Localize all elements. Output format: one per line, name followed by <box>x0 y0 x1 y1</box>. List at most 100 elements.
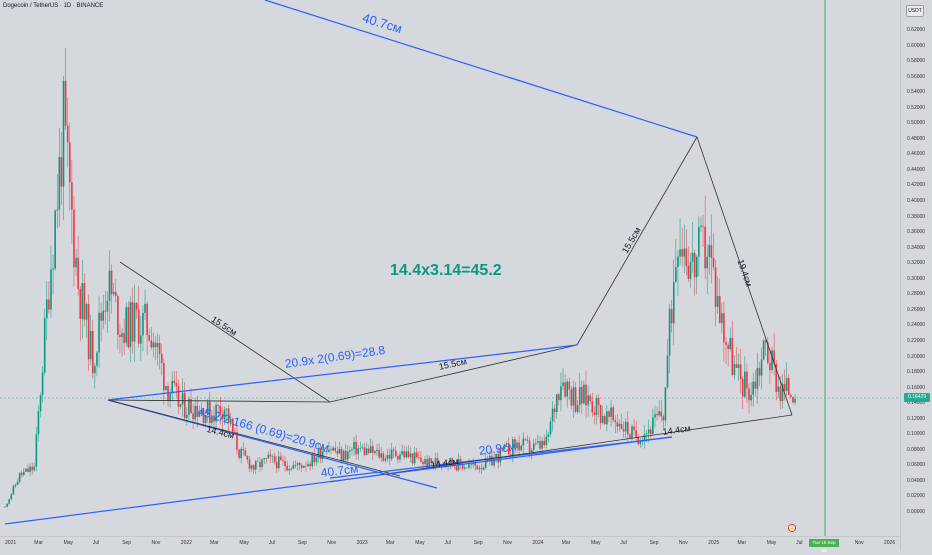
candle-body <box>225 408 228 410</box>
candle-body <box>16 482 19 485</box>
candle-body <box>468 464 470 468</box>
candle-body <box>236 432 238 450</box>
candle-body <box>66 125 69 143</box>
candle-body <box>68 142 71 183</box>
candle-body <box>323 451 326 453</box>
blue-upper-line[interactable] <box>107 344 578 401</box>
candle-body <box>438 463 441 465</box>
candle-body <box>395 450 397 457</box>
candle-body <box>532 443 535 451</box>
candle-body <box>522 438 525 446</box>
candle-body <box>54 210 56 269</box>
candle-body <box>64 80 67 126</box>
candle-body <box>595 398 598 415</box>
candle-body <box>234 431 236 433</box>
candle-body <box>50 269 52 310</box>
price-tick-label: 0.42000 <box>907 182 926 189</box>
black-bottom-line[interactable] <box>329 414 793 483</box>
candle-body <box>135 302 138 310</box>
candle-body <box>87 304 90 360</box>
candle-body <box>779 386 782 401</box>
candle-body <box>752 381 755 395</box>
candle-body <box>267 454 270 459</box>
candle-body <box>296 462 299 465</box>
candle-body <box>459 458 462 465</box>
price-tick-label: 0.26000 <box>907 306 926 313</box>
candle-body <box>597 398 600 405</box>
candle-body <box>677 256 679 268</box>
candle-body <box>156 343 159 348</box>
candle-body <box>564 382 566 397</box>
candle-body <box>108 270 111 301</box>
time-tick-label: Nov <box>854 540 864 546</box>
time-tick-label: 2024 <box>532 540 544 546</box>
candle-body <box>482 467 485 470</box>
candle-body <box>254 461 257 470</box>
candle-body <box>470 464 472 465</box>
candle-body <box>712 257 715 268</box>
candle-body <box>620 423 623 430</box>
top-trendline[interactable] <box>264 0 698 138</box>
candle-body <box>771 350 773 371</box>
candle-body <box>737 364 740 368</box>
candle-body <box>785 378 788 391</box>
price-tick-label: 0.10000 <box>907 431 926 438</box>
candle-body <box>748 388 750 401</box>
candle-body <box>660 411 663 417</box>
price-chart[interactable] <box>0 0 900 536</box>
long-base-line[interactable] <box>4 436 673 525</box>
currency-button[interactable]: USDT <box>906 5 924 17</box>
time-tick-label: Sep <box>649 540 659 546</box>
short-black-line[interactable] <box>107 399 331 403</box>
candle-body <box>733 364 736 375</box>
candle-body <box>480 468 483 470</box>
candle-body <box>478 468 481 470</box>
price-tick-label: 0.48000 <box>907 135 926 142</box>
candle-body <box>257 461 259 462</box>
black-lower-line[interactable] <box>107 399 401 477</box>
candle-body <box>741 378 744 397</box>
candle-body <box>102 310 105 321</box>
candle-body <box>342 450 345 461</box>
candle-body <box>292 465 295 469</box>
candle-body <box>725 342 727 345</box>
candle-body <box>137 309 140 344</box>
candle-body <box>593 412 596 415</box>
candle-body <box>762 340 765 360</box>
price-axis[interactable]: 0.62000 0.60000 0.58000 0.56000 0.54000 0.520… <box>900 0 932 550</box>
candle-body <box>764 340 767 343</box>
time-axis[interactable]: 2021 Mar May Jul Sep Nov 2022 Mar May Jul Sep Nov 20… <box>0 536 900 550</box>
candle-body <box>79 288 82 319</box>
candle-body <box>303 465 305 468</box>
price-tick-label: 0.44000 <box>907 166 926 173</box>
time-tick-label: May <box>766 540 777 546</box>
price-tick-label: 0.58000 <box>907 58 926 65</box>
candle-body <box>399 454 401 460</box>
right-down-line[interactable] <box>696 136 793 416</box>
candle-body <box>547 434 550 437</box>
candle-body <box>624 421 627 432</box>
candle-body <box>171 380 173 393</box>
mid-black-line[interactable] <box>329 344 578 403</box>
candle-body <box>562 382 564 387</box>
price-tick-label: 0.20000 <box>907 353 926 360</box>
candle-body <box>148 335 151 341</box>
price-tick-label: 0.54000 <box>907 89 926 96</box>
candle-body <box>386 454 389 459</box>
time-tick-label: Mar <box>737 540 747 546</box>
candle-body <box>217 404 219 406</box>
candle-body <box>52 268 54 270</box>
candle-body <box>769 362 771 371</box>
right-up-line[interactable] <box>576 136 698 346</box>
candle-body <box>666 355 669 388</box>
event-flag-icon[interactable]: ⚡ <box>788 524 796 532</box>
annotation-center-formula[interactable]: 14.4x3.14=45.2 <box>390 262 502 279</box>
time-tick-label: Nov <box>327 540 337 546</box>
time-tick-label: Mar <box>34 540 43 546</box>
candle-body <box>639 441 642 445</box>
candle-body <box>62 80 65 187</box>
time-tick-label: May <box>239 540 249 546</box>
candle-body <box>96 352 98 366</box>
time-tick-label: Nov <box>678 540 688 546</box>
time-tick-label: Mar <box>210 540 219 546</box>
